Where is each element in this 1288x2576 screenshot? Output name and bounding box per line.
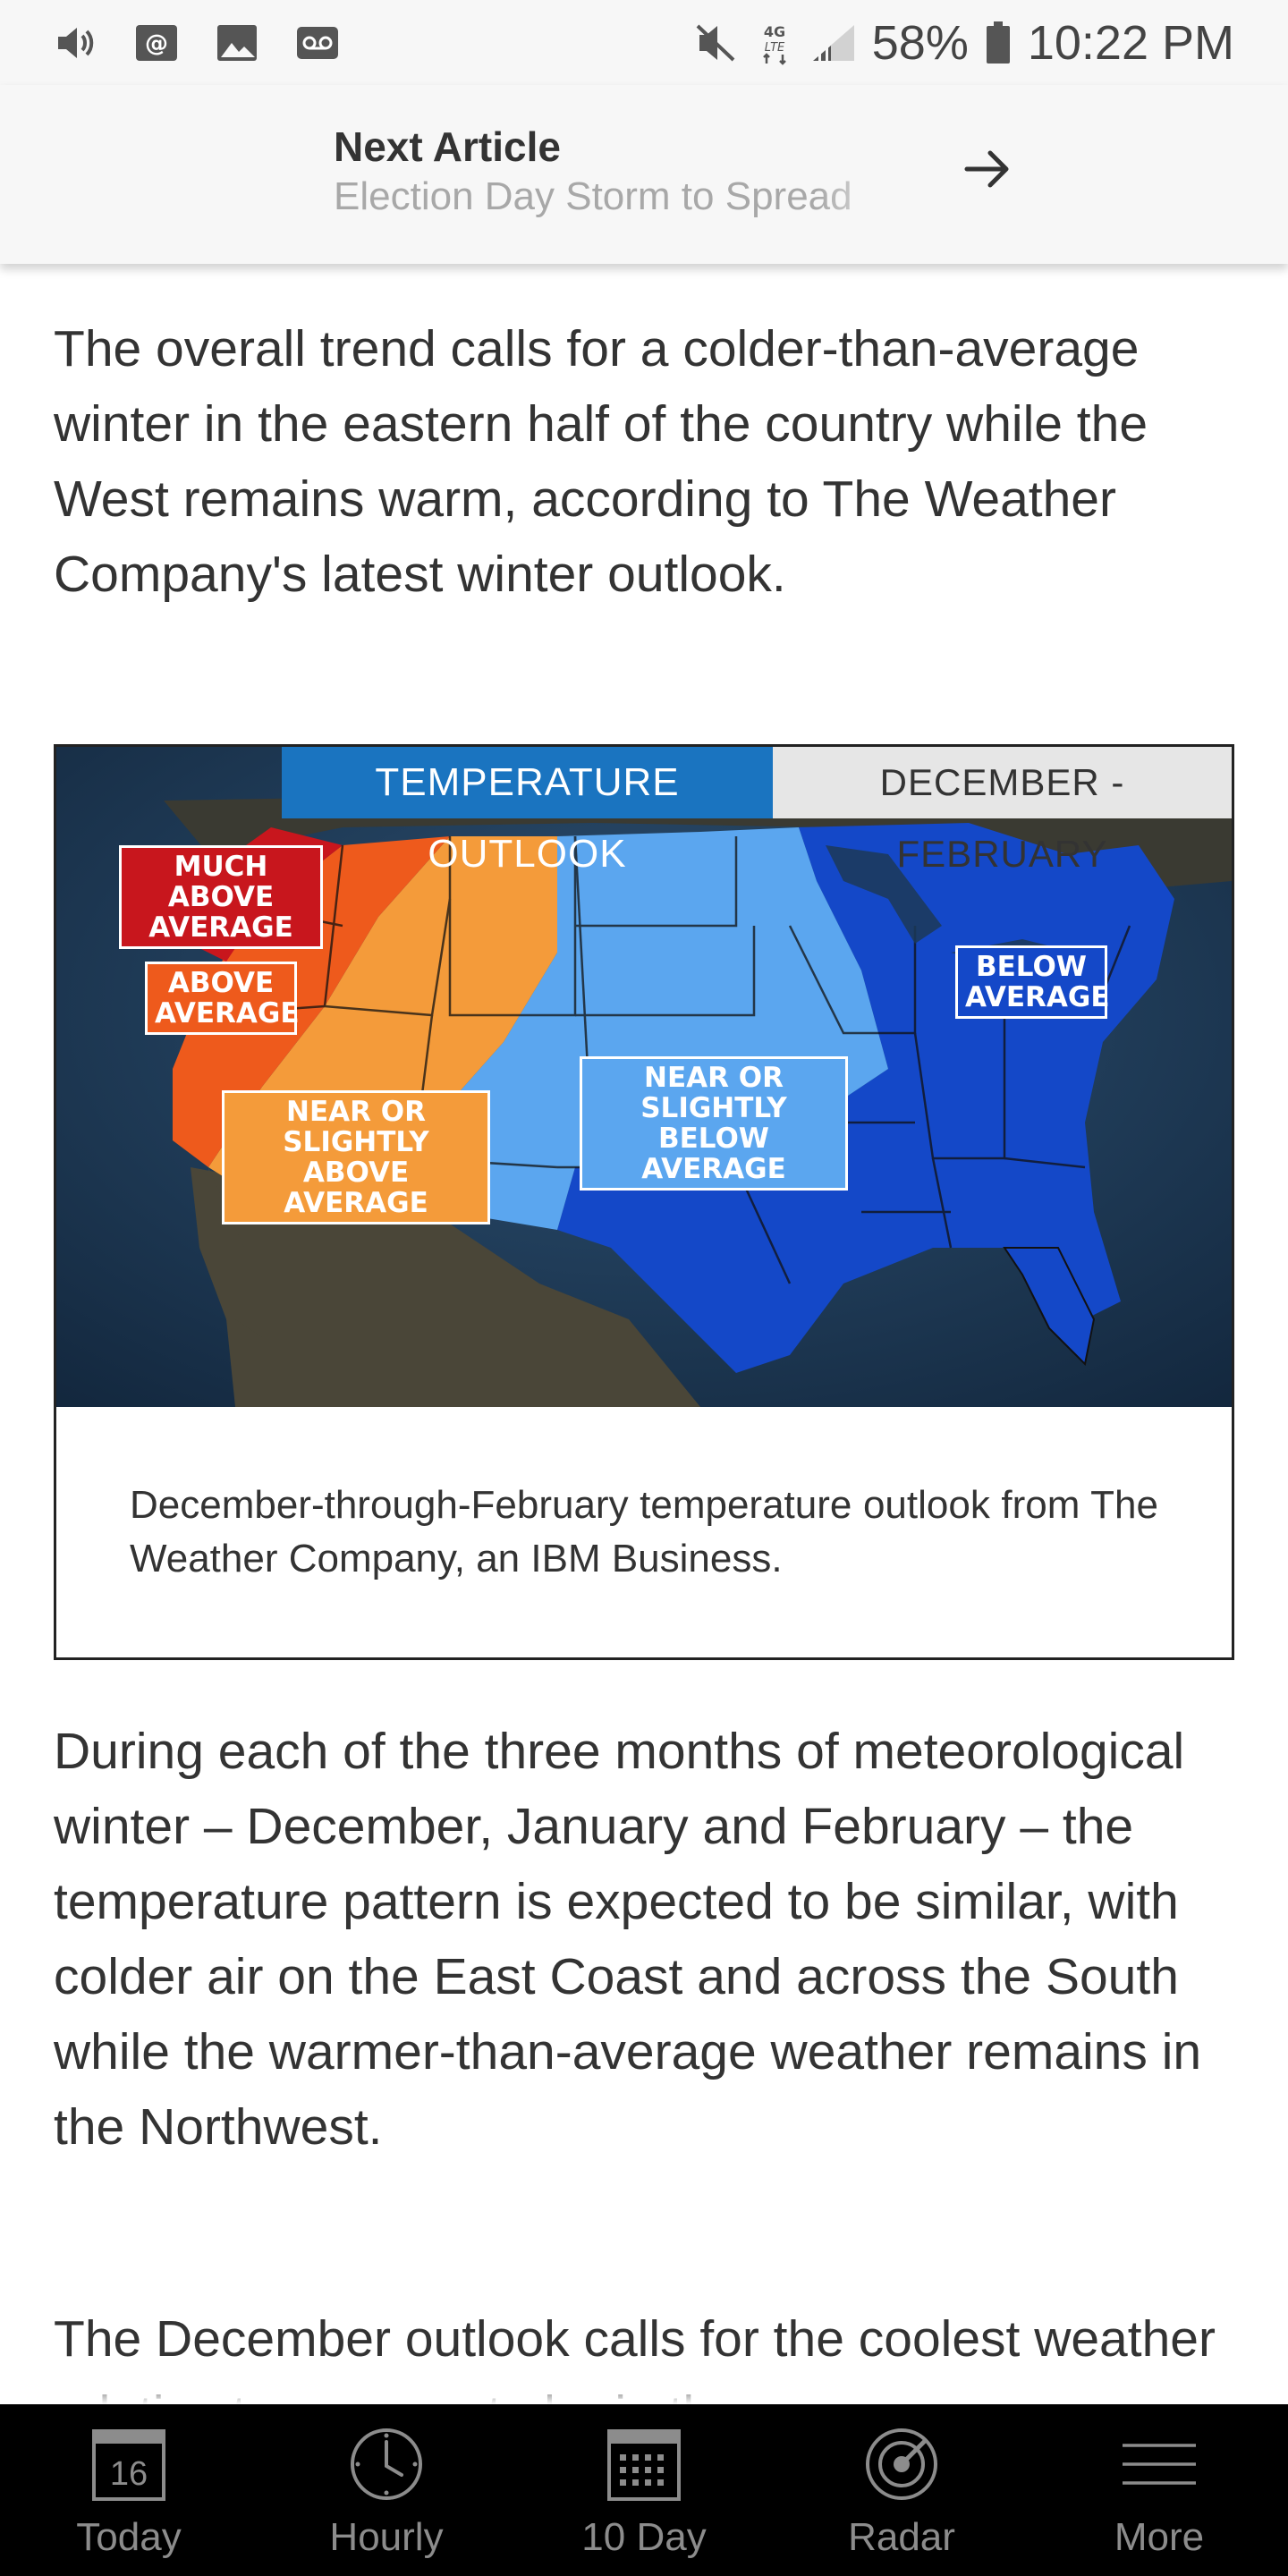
volume-icon (54, 22, 98, 64)
outlook-map-figure: TEMPERATURE OUTLOOK DECEMBER - FEBRUARY … (54, 744, 1234, 1660)
gallery-icon (215, 22, 259, 64)
status-system-indicators: 4G LTE 58% 10:22 PM (693, 15, 1234, 71)
nav-radar[interactable]: Radar (773, 2404, 1030, 2576)
status-notification-icons: @ (54, 22, 340, 64)
next-article-title[interactable]: Election Day Storm to Spread (334, 174, 852, 218)
label-below-average: BELOW AVERAGE (955, 945, 1110, 1019)
next-article-title-fade (817, 170, 906, 224)
today-day-number: 16 (110, 2455, 148, 2493)
battery-percent: 58% (871, 15, 969, 70)
map-title: TEMPERATURE OUTLOOK (282, 747, 773, 876)
svg-text:LTE: LTE (765, 41, 785, 55)
nav-10-day-label: 10 Day (581, 2515, 707, 2559)
clock-icon (346, 2424, 427, 2504)
radar-icon (861, 2424, 942, 2504)
voicemail-icon (295, 22, 340, 64)
calendar-grid-icon (604, 2424, 684, 2504)
calendar-day-icon: 16 (89, 2424, 169, 2504)
nav-radar-label: Radar (848, 2515, 955, 2559)
arrow-right-icon[interactable] (962, 143, 1013, 195)
label-near-above-average: NEAR OR SLIGHTLY ABOVE AVERAGE (222, 1090, 490, 1224)
nav-10-day[interactable]: 10 Day (515, 2404, 773, 2576)
figure-caption: December-through-February temperature ou… (130, 1483, 1158, 1580)
content-fade (0, 2379, 1288, 2404)
label-much-above-average: MUCH ABOVE AVERAGE (119, 845, 323, 949)
bottom-navigation: 16 Today Hourly 10 D (0, 2404, 1288, 2576)
nav-more-label: More (1114, 2515, 1205, 2559)
next-article-banner[interactable]: Next Article Election Day Storm to Sprea… (0, 85, 1288, 264)
article-paragraph: The overall trend calls for a colder-tha… (54, 320, 1148, 603)
svg-text:@: @ (145, 30, 168, 57)
clock-time: 10:22 PM (1027, 15, 1234, 70)
label-above-average: ABOVE AVERAGE (145, 962, 300, 1035)
nav-more[interactable]: More (1030, 2404, 1288, 2576)
status-bar: @ 4G LTE 58% 10:22 PM (0, 0, 1288, 85)
menu-icon (1119, 2424, 1199, 2504)
email-icon: @ (134, 22, 179, 64)
vibrate-off-icon (693, 22, 738, 64)
battery-icon (985, 21, 1012, 64)
signal-icon (811, 22, 856, 64)
nav-hourly-label: Hourly (329, 2515, 444, 2559)
nav-today-label: Today (76, 2515, 182, 2559)
label-near-below-average: NEAR OR SLIGHTLY BELOW AVERAGE (580, 1056, 848, 1191)
next-article-label: Next Article (334, 123, 561, 170)
map-date-range: DECEMBER - FEBRUARY (773, 747, 1232, 875)
network-type-icon: 4G LTE (754, 22, 795, 65)
nav-hourly[interactable]: Hourly (258, 2404, 515, 2576)
temperature-outlook-map[interactable]: TEMPERATURE OUTLOOK DECEMBER - FEBRUARY … (56, 747, 1232, 1407)
article-paragraph: During each of the three months of meteo… (54, 1723, 1202, 2156)
nav-today[interactable]: 16 Today (0, 2404, 258, 2576)
svg-text:4G: 4G (764, 23, 785, 40)
